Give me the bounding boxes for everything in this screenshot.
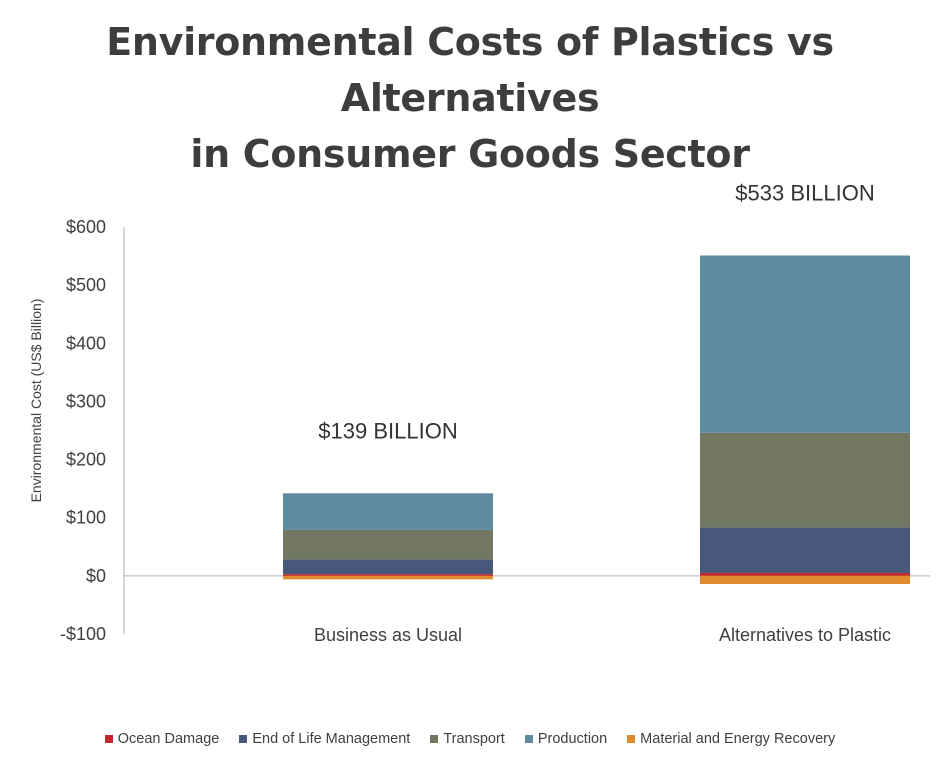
bar-segment-production (283, 493, 493, 530)
chart-title: Environmental Costs of Plastics vs Alter… (0, 14, 940, 182)
y-tick-label: $300 (66, 391, 106, 411)
y-tick-label: $200 (66, 450, 106, 470)
bar-segment-transport (700, 432, 910, 528)
legend-item: Transport (430, 731, 505, 747)
bar-segment-ocean-damage (700, 572, 910, 576)
total-label: $533 BILLION (735, 180, 874, 205)
title-line-1: Environmental Costs of Plastics vs Alter… (106, 20, 834, 120)
legend-swatch (239, 735, 248, 743)
y-tick-label: -$100 (60, 624, 106, 644)
y-tick-label: $400 (66, 333, 106, 353)
legend-label: Material and Energy Recovery (640, 731, 836, 747)
bar-segment-material-and-energy-recovery (700, 575, 910, 584)
title-line-2: in Consumer Goods Sector (190, 132, 750, 176)
y-tick-label: $600 (66, 217, 106, 237)
legend-item: Ocean Damage (104, 731, 220, 747)
bar-segment-production (700, 255, 910, 433)
y-axis-label: Environmental Cost (US$ Billion) (28, 299, 44, 503)
legend-label: Ocean Damage (117, 731, 220, 747)
bar-segment-end-of-life-management (700, 527, 910, 573)
bar-segment-ocean-damage (283, 574, 493, 576)
y-tick-label: $100 (66, 508, 106, 528)
legend-label: Transport (443, 731, 505, 747)
legend-label: End of Life Management (252, 731, 411, 747)
bar-segment-transport (283, 529, 493, 560)
legend-item: Production (524, 731, 608, 747)
legend-label: Production (537, 731, 608, 747)
legend-swatch (430, 735, 439, 743)
legend-swatch (627, 735, 636, 743)
chart-area: -$100 $0 $100 $200 $300 $400 $500 $600 Environme… (28, 180, 930, 645)
bar-segment-end-of-life-management (283, 559, 493, 575)
legend-swatch (104, 735, 113, 743)
total-label: $139 BILLION (318, 418, 457, 443)
y-tick-label: $500 (66, 275, 106, 295)
legend-item: End of Life Management (239, 731, 410, 747)
legend: Ocean Damage End of Life Management Transp… (0, 731, 940, 747)
legend-item: Material and Energy Recovery (627, 731, 835, 747)
category-label: Business as Usual (314, 625, 462, 645)
legend-swatch (524, 735, 533, 743)
y-tick-label: $0 (86, 566, 106, 586)
bar-segment-material-and-energy-recovery (283, 575, 493, 580)
category-label: Alternatives to Plastic (719, 625, 891, 645)
